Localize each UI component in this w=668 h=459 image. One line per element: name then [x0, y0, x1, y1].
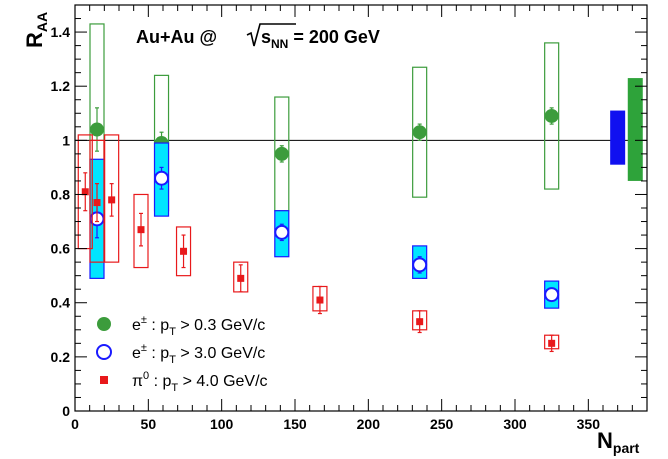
data-point	[412, 257, 428, 273]
x-tick-label: 100	[210, 416, 234, 432]
data-series	[77, 23, 560, 353]
data-point	[90, 122, 104, 137]
sqrt-sign	[246, 23, 296, 47]
series-2	[77, 134, 560, 353]
normalization-box	[610, 110, 626, 165]
data-point	[548, 339, 556, 347]
systematic-box	[104, 134, 120, 263]
svg-text:sNN = 200 GeV: sNN = 200 GeV	[261, 27, 380, 51]
data-point	[237, 274, 245, 282]
y-tick-label: 0.4	[51, 295, 71, 311]
systematic-box	[133, 193, 149, 269]
data-point	[274, 146, 289, 161]
data-point	[93, 199, 101, 207]
title-suffix: = 200 GeV	[288, 27, 380, 47]
x-tick-label: 0	[71, 416, 79, 432]
data-point	[108, 196, 116, 204]
data-point	[81, 188, 89, 196]
title-sqrt-symbol: s	[261, 27, 271, 47]
y-tick-label: 1.4	[51, 24, 71, 40]
data-point	[274, 224, 290, 240]
x-tick-label: 300	[503, 416, 527, 432]
y-tick-label: 1.2	[51, 78, 71, 94]
data-point	[416, 318, 424, 326]
y-tick-label: 0.8	[51, 186, 71, 202]
x-tick-label: 200	[357, 416, 381, 432]
x-tick-label: 250	[430, 416, 454, 432]
data-point	[137, 226, 145, 234]
legend-label-blue: e± : pT > 3.0 GeV/c	[132, 342, 265, 366]
title-sqrt-subscript: NN	[271, 37, 288, 51]
data-point	[412, 125, 427, 140]
legend-marker-blue-open-circle	[96, 344, 112, 360]
legend-marker-green-circle	[97, 317, 111, 331]
axis-ticks: 0 0.2 0.4 0.6 0.8 1 1.2 1.4 0 50 100 150 200 250 300 35…	[51, 4, 648, 432]
legend-marker-red-square	[100, 376, 108, 384]
data-point	[544, 287, 560, 303]
legend-label-red: π0 : pT > 4.0 GeV/c	[132, 370, 268, 394]
y-tick-label: 0.2	[51, 349, 71, 365]
data-point	[544, 108, 559, 123]
data-point	[154, 170, 170, 186]
systematic-box	[175, 226, 192, 277]
chart-title-sqrt: sNN = 200 GeV	[246, 23, 380, 51]
legend-label-green: e± : pT > 0.3 GeV/c	[132, 314, 265, 338]
series-0	[89, 23, 560, 215]
y-tick-label: 0.6	[51, 241, 71, 257]
chart-title: Au+Au @	[136, 27, 217, 47]
x-tick-label: 350	[577, 416, 601, 432]
series-1	[89, 142, 560, 309]
data-point	[180, 247, 188, 255]
legend: e± : pT > 0.3 GeV/c e± : pT > 3.0 GeV/c …	[96, 314, 268, 394]
x-tick-label: 150	[283, 416, 307, 432]
x-axis-title-subscript: part	[613, 440, 640, 456]
y-tick-label: 0	[62, 403, 70, 419]
y-axis-title: RAA	[22, 12, 50, 48]
data-point	[316, 296, 324, 304]
x-tick-label: 50	[141, 416, 157, 432]
y-tick-label: 1	[62, 132, 70, 148]
x-axis-title: Npart	[597, 428, 640, 456]
normalization-box	[627, 78, 643, 181]
y-axis-title-subscript: AA	[34, 12, 50, 32]
normalization-boxes	[610, 78, 643, 181]
systematic-box	[89, 139, 105, 263]
